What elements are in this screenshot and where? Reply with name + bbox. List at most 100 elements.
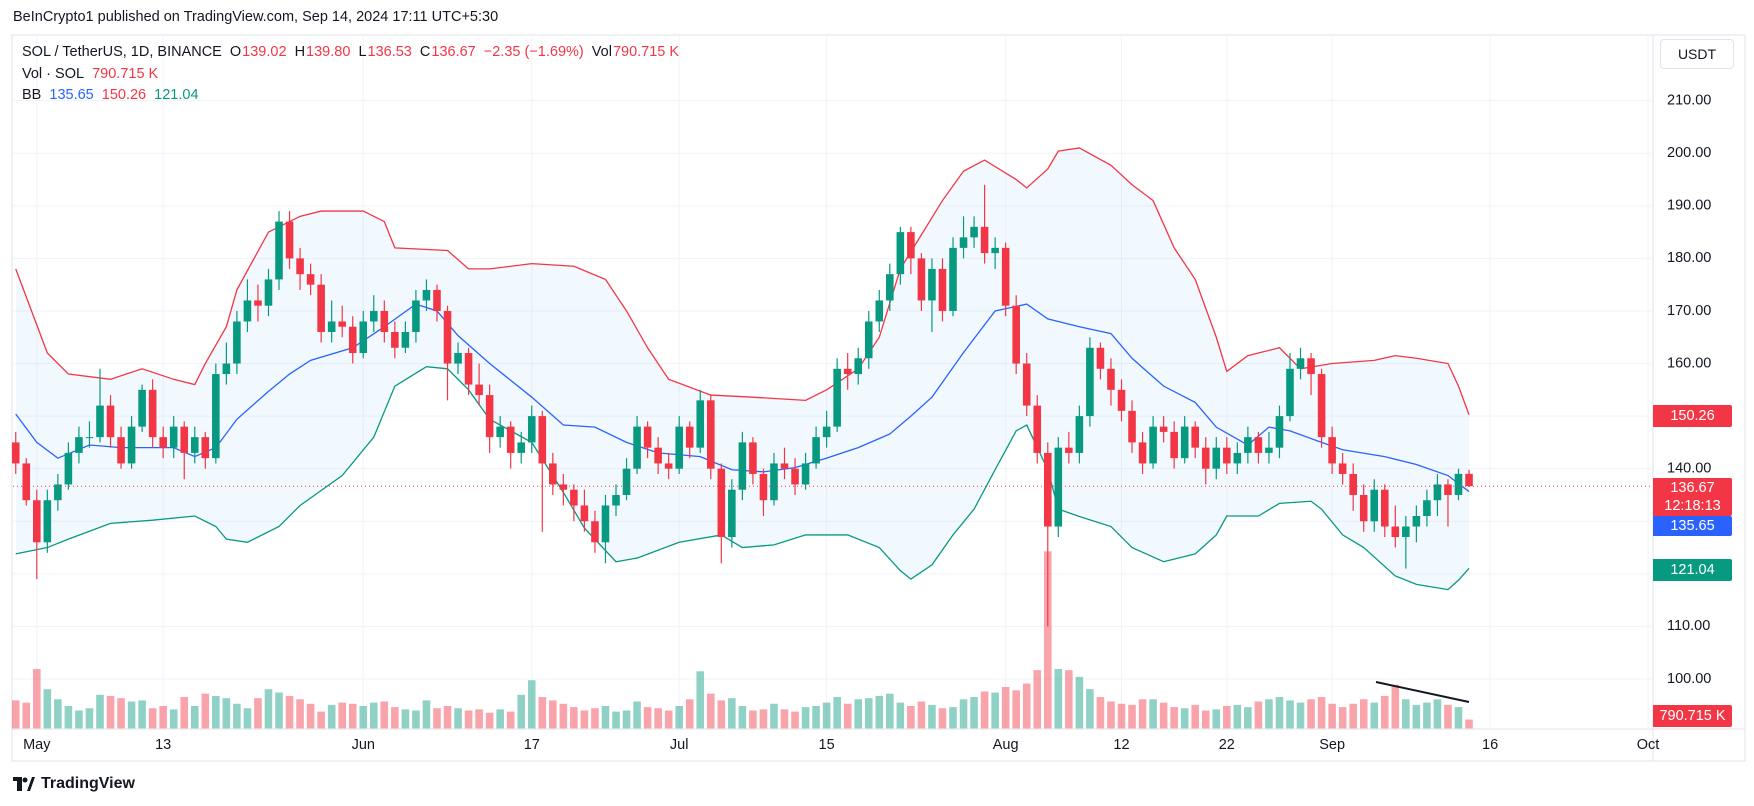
candle-body <box>938 268 947 311</box>
ohlc-label: H <box>294 44 306 60</box>
candle-body <box>370 310 378 322</box>
volume-bar <box>928 704 936 729</box>
volume-bar <box>275 692 283 729</box>
volume-bar <box>1149 699 1157 729</box>
volume-bar <box>980 691 989 729</box>
volume-bar <box>1370 702 1379 729</box>
candle-body <box>1033 405 1042 453</box>
volume-bar <box>1138 699 1147 729</box>
candle-body <box>559 484 568 490</box>
vol-label: Vol <box>591 44 612 60</box>
volume-bar <box>370 702 378 729</box>
candle-body <box>759 473 768 501</box>
candle-body <box>728 489 736 538</box>
volume-bar <box>1433 699 1442 729</box>
candle-body <box>64 452 73 485</box>
indicator-value: 135.65 <box>49 87 94 103</box>
volume-bar <box>717 700 726 729</box>
volume-bar <box>1054 669 1063 729</box>
indicator-name[interactable]: Vol · SOL <box>22 66 85 82</box>
y-tick-label: 160.00 <box>1667 355 1711 371</box>
volume-bar <box>1412 704 1421 729</box>
candle-body <box>1275 416 1284 448</box>
candle-body <box>706 400 715 469</box>
candle-body <box>980 226 989 254</box>
volume-bar <box>1454 707 1463 729</box>
footer-logo[interactable]: TradingView <box>13 775 135 793</box>
volume-bar <box>685 699 694 729</box>
volume-bar <box>875 695 884 729</box>
volume-bar <box>917 701 926 729</box>
candle-body <box>159 437 167 448</box>
volume-bar <box>1328 703 1336 729</box>
candle-body <box>33 500 41 543</box>
indicator-name[interactable]: BB <box>22 87 42 103</box>
volume-bar <box>201 693 210 729</box>
candle-body <box>991 247 999 254</box>
ohlc-label: L <box>358 44 367 60</box>
volume-bar <box>454 708 462 729</box>
y-tick-label: 140.00 <box>1667 461 1711 477</box>
volume-bar <box>54 699 62 729</box>
x-tick-label: 15 <box>819 737 835 753</box>
volume-bar <box>127 701 136 729</box>
volume-bar <box>43 689 52 729</box>
volume-bar <box>549 700 557 729</box>
band-fill <box>15 147 1470 590</box>
price-tag-text: 150.26 <box>1670 408 1715 424</box>
symbol[interactable]: SOL / TetherUS, 1D, BINANCE <box>22 44 222 60</box>
volume-bar <box>401 709 410 729</box>
volume-bar <box>1317 697 1326 729</box>
volume-bar <box>1296 702 1305 729</box>
volume-bar <box>1244 707 1252 729</box>
volume-bar <box>96 694 104 729</box>
candle-body <box>148 389 157 438</box>
currency-button[interactable]: USDT <box>1660 39 1734 69</box>
candle-body <box>580 505 589 522</box>
candle-body <box>1454 473 1463 495</box>
volume-bar <box>949 707 957 729</box>
volume-bar <box>1117 703 1126 729</box>
candle-body <box>233 321 241 364</box>
volume-bar <box>801 707 810 729</box>
ohlc-value: 136.67 <box>431 44 476 60</box>
candle-body <box>1265 447 1273 453</box>
candle-body <box>917 258 926 301</box>
candle-body <box>654 447 662 464</box>
candle-body <box>1065 447 1073 453</box>
legend-row: Vol · SOL 790.715 K <box>22 66 162 82</box>
volume-bar <box>538 697 547 729</box>
candle-body <box>1465 473 1473 487</box>
volume-bar <box>475 709 483 729</box>
candle-body <box>875 300 884 322</box>
candle-body <box>1001 247 1010 306</box>
band-line <box>15 366 1470 591</box>
candle-body <box>717 468 726 538</box>
volume-bar <box>580 710 589 729</box>
volume-bar <box>517 694 526 729</box>
volume-bar <box>1180 708 1189 729</box>
candle-body <box>749 442 757 474</box>
volume-bar <box>1423 702 1431 729</box>
volume-bar <box>433 708 441 729</box>
volume-bar <box>749 710 757 729</box>
volume-bar <box>570 707 578 729</box>
volume-bar <box>138 700 146 729</box>
candle-body <box>1086 347 1094 417</box>
volume-bar <box>896 702 905 729</box>
candle-body <box>75 437 83 453</box>
volume-bar <box>1465 719 1473 729</box>
candle-body <box>412 300 420 332</box>
candle-body <box>454 353 462 364</box>
candle-body <box>738 442 747 490</box>
volume-bar <box>1128 704 1136 729</box>
price-tag: 135.65 <box>1653 516 1732 536</box>
x-tick-label: 13 <box>155 737 171 753</box>
candle-body <box>1043 452 1052 527</box>
x-tick-label: 17 <box>524 737 540 753</box>
x-tick-label: 22 <box>1219 737 1235 753</box>
volume-bar <box>1033 670 1042 729</box>
x-tick-label: May <box>23 737 51 753</box>
chart-frame <box>11 34 1746 762</box>
